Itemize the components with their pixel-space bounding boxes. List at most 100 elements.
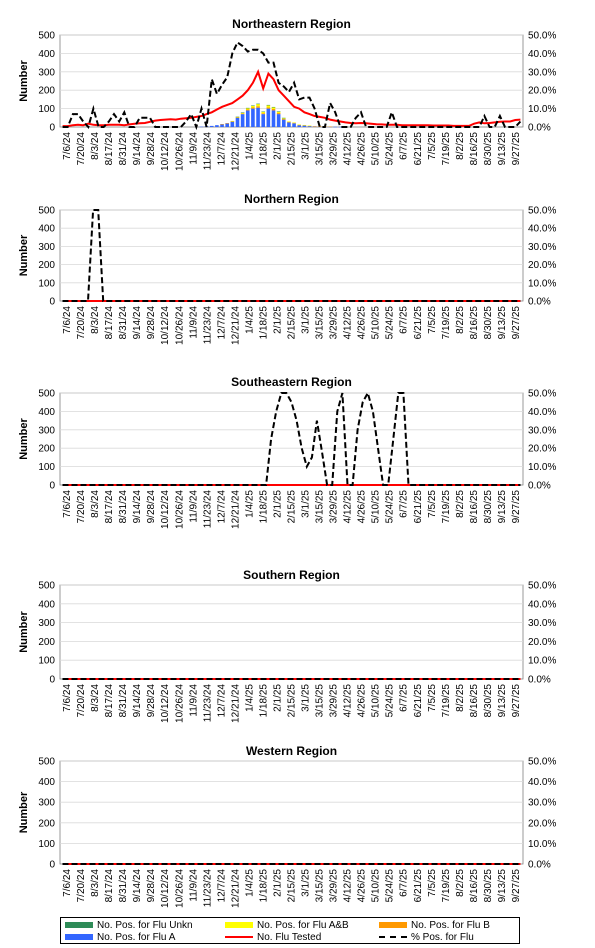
chart-4-x-tick-label: 9/14/24 [132,684,143,718]
chart-4-x-tick-label: 5/10/25 [371,684,382,718]
chart-5-y-label: Number [18,791,30,833]
chart-1-x-tick-label: 4/26/25 [357,132,368,166]
chart-2-x-tick-label: 8/17/24 [104,306,115,340]
chart-1-bar-flu-a [333,126,338,128]
chart-1-x-tick-label: 6/21/25 [413,132,424,166]
chart-1-bar-flu-b [317,126,322,127]
chart-1-bar-flu-unkn [281,117,286,119]
chart-1-y-tick-label: 200 [38,86,55,97]
chart-1-bar-flu-b [230,121,235,122]
chart-2-x-tick-label: 3/15/25 [315,306,326,340]
chart-1-x-tick-label: 12/7/24 [216,132,227,166]
chart-1-bar-flu-b [297,124,302,126]
chart-2-plot-area [59,209,524,302]
chart-legend: No. Pos. for Flu Unkn No. Pos. for Flu A… [60,917,520,944]
chart-5-y-tick-label: 200 [38,818,55,829]
chart-4-title: Southern Region [243,568,340,582]
chart-5-x-tick-label: 1/18/25 [258,869,269,903]
chart-4-x-tick-label: 11/23/24 [202,684,213,723]
chart-5-x-tick-label: 8/31/24 [118,869,129,903]
chart-3-x-tick-label: 4/12/25 [343,490,354,524]
chart-5-x-tick-label: 1/4/25 [244,869,255,897]
chart-5-x-tick-label: 2/15/25 [287,869,298,903]
legend-swatch-flu-unkn [65,922,93,928]
chart-2-y-tick-label: 400 [38,224,55,235]
chart-3-y-tick-label: 500 [38,389,55,400]
legend-item-flu-ab: No. Pos. for Flu A&B [225,919,349,931]
chart-2-x-tick-label: 12/7/24 [216,306,227,340]
chart-4-y2-tick-label: 20.0% [528,637,556,648]
chart-2-y2-tick-label: 50.0% [528,206,556,217]
chart-3-x-tick-label: 11/23/24 [202,490,213,529]
chart-4-y2-tick-label: 10.0% [528,656,556,667]
chart-5-x-tick-label: 2/1/25 [272,869,283,897]
chart-3-x-tick-label: 8/3/24 [90,490,101,518]
chart-4-y-tick-label: 300 [38,618,55,629]
chart-1-plot-area [59,34,524,128]
chart-1-x-tick-label: 11/9/24 [188,132,199,165]
legend-swatch-flu-b [379,922,407,928]
legend-label-flu-b: No. Pos. for Flu B [411,919,490,931]
legend-label-flu-a: No. Pos. for Flu A [97,931,176,943]
chart-5-y-tick-label: 300 [38,798,55,809]
chart-1-x-tick-label: 5/10/25 [371,132,382,166]
chart-1-y-tick-label: 300 [38,67,55,78]
chart-1-bar-flu-b [276,113,281,115]
chart-5-x-tick-label: 9/14/24 [132,869,143,903]
chart-5-x-tick-label: 4/12/25 [343,869,354,903]
chart-4-x-tick-label: 8/30/25 [483,684,494,718]
chart-4-x-tick-label: 9/27/25 [511,684,522,718]
chart-1-x-tick-label: 9/14/24 [132,132,143,166]
chart-4-y2-tick-label: 40.0% [528,599,556,610]
chart-1-x-tick-label: 8/17/24 [104,132,115,166]
chart-5-x-tick-label: 3/15/25 [315,869,326,903]
chart-5-x-tick-label: 8/30/25 [483,869,494,903]
chart-2-x-tick-label: 3/29/25 [329,306,340,340]
chart-4-y-label: Number [18,611,30,653]
chart-3-x-tick-label: 9/14/24 [132,490,143,524]
chart-5-x-tick-label: 9/13/25 [497,869,508,903]
chart-1-y2-tick-label: 10.0% [528,104,556,115]
chart-1-x-tick-label: 7/5/25 [427,132,438,160]
chart-5-x-tick-label: 3/29/25 [329,869,340,903]
chart-3-x-tick-label: 3/15/25 [315,490,326,524]
chart-1-title: Northeastern Region [232,17,351,31]
chart-3-y2-tick-label: 30.0% [528,425,556,436]
chart-5-y2-tick-label: 20.0% [528,818,556,829]
legend-label-flu-unkn: No. Pos. for Flu Unkn [97,919,193,931]
chart-1-bar-flu-unkn [235,116,240,118]
legend-label-pct-pos: % Pos. for Flu [411,931,474,943]
chart-4-x-tick-label: 10/12/24 [160,684,171,723]
chart-4-x-tick-label: 12/21/24 [230,684,241,723]
chart-3-y2-tick-label: 40.0% [528,407,556,418]
chart-1-x-tick-label: 7/19/25 [441,132,452,166]
chart-1-bar-flu-a [251,108,255,127]
chart-4-y-tick-label: 500 [38,581,55,592]
chart-1-y-tick-label: 400 [38,49,55,60]
chart-3-x-tick-label: 8/30/25 [483,490,494,524]
chart-1-bar-flu-a [261,114,266,127]
chart-3-x-tick-label: 1/18/25 [258,490,269,524]
chart-2-x-tick-label: 6/7/25 [399,306,410,334]
chart-1-bar-flu-unkn [266,104,271,106]
chart-5-plot-area [59,760,524,865]
chart-1-bar-flu-a [281,119,286,127]
chart-4-plot-area [59,584,524,680]
chart-1-y2-tick-label: 30.0% [528,67,556,78]
chart-5-y2-tick-label: 30.0% [528,798,556,809]
chart-1-bar-flu-ab [302,124,307,126]
chart-4-x-tick-label: 6/7/25 [399,684,410,712]
chart-2-y-tick-label: 0 [49,297,55,308]
chart-5-x-tick-label: 12/21/24 [230,869,241,908]
chart-1-y2-tick-label: 40.0% [528,49,556,60]
chart-1-x-tick-label: 2/15/25 [287,132,298,166]
chart-1-bar-flu-ab [251,105,255,108]
chart-5-x-tick-label: 12/7/24 [216,869,227,903]
chart-4-x-tick-label: 7/19/25 [441,684,452,718]
chart-1-y-tick-label: 0 [49,123,55,134]
chart-5-x-tick-label: 8/16/25 [469,869,480,903]
legend-label-flu-ab: No. Pos. for Flu A&B [257,919,349,931]
chart-5-x-tick-label: 9/27/25 [511,869,522,903]
chart-1-bar-flu-a [199,126,204,128]
